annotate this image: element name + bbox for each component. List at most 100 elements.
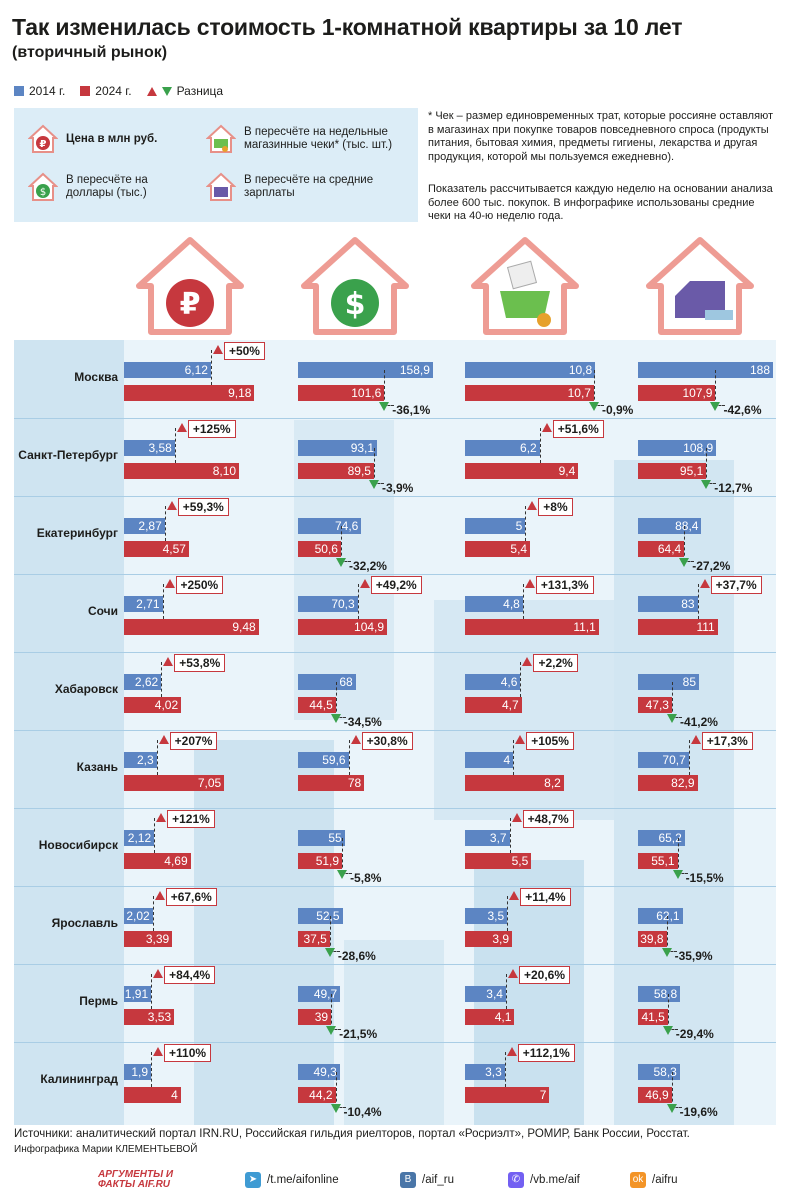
diff-down-icon xyxy=(666,1104,677,1113)
social-ok[interactable]: ok /aifru xyxy=(630,1172,678,1188)
social-viber[interactable]: ✆ /vb.me/aif xyxy=(508,1172,580,1188)
diff-down-icon xyxy=(666,714,677,723)
column-icon-dollar: $ xyxy=(301,237,409,335)
metric-cheque: В пересчёте на недельные магазинные чеки… xyxy=(206,124,416,154)
bar-2014 xyxy=(638,908,683,924)
diff-label: -0,9% xyxy=(601,403,634,417)
bar-2024 xyxy=(638,853,678,869)
bar-2024 xyxy=(465,775,564,791)
diff-up-icon xyxy=(166,501,177,510)
bar-2014-value: 3,4 xyxy=(486,987,503,1001)
diff-label: +84,4% xyxy=(164,966,216,984)
diff-up-icon xyxy=(527,501,538,510)
house-basket-icon xyxy=(206,124,236,153)
footnote-cheque: * Чек – размер единовременных трат, кото… xyxy=(428,110,774,163)
diff-connector-h xyxy=(342,873,353,874)
diff-connector xyxy=(152,896,154,931)
bar-2014-value: 3,58 xyxy=(148,441,172,455)
bar-2014 xyxy=(465,440,540,456)
diff-connector xyxy=(331,994,333,1029)
bar-2014 xyxy=(638,362,773,378)
bar-2014 xyxy=(298,908,343,924)
bar-2014-value: 88,4 xyxy=(675,519,699,533)
diff-label: -32,2% xyxy=(348,559,387,573)
city-label: Ярославль xyxy=(51,916,118,930)
diff-connector xyxy=(539,428,541,463)
bar-2024-value: 44,5 xyxy=(309,698,333,712)
diff-connector-h xyxy=(593,405,604,406)
svg-text:₽: ₽ xyxy=(40,139,47,150)
bar-2014-value: 3,5 xyxy=(487,909,505,923)
bar-2014 xyxy=(638,752,689,768)
diff-connector xyxy=(373,448,375,483)
bar-2024 xyxy=(124,385,255,401)
bar-2024-value: 7 xyxy=(539,1088,547,1102)
bar-2014-value: 55 xyxy=(328,831,342,845)
bar-2024-value: 7,05 xyxy=(197,776,222,790)
diff-up-icon xyxy=(515,735,526,744)
diff-connector xyxy=(505,974,507,1009)
bar-2024-value: 55,1 xyxy=(651,854,675,868)
bar-2014 xyxy=(638,596,698,612)
bar-2024 xyxy=(465,385,594,401)
bar-2024 xyxy=(124,1087,181,1103)
page-title: Так изменилась стоимость 1-комнатной ква… xyxy=(12,14,683,40)
bar-2024 xyxy=(638,697,672,713)
bar-2014 xyxy=(465,518,526,534)
bar-2024 xyxy=(298,619,388,635)
bar-2014-value: 158,9 xyxy=(399,363,430,377)
bar-2024-value: 50,6 xyxy=(314,542,338,556)
bar-2024 xyxy=(465,697,522,713)
city-label: Пермь xyxy=(79,994,118,1008)
bar-2014-value: 1,91 xyxy=(124,987,149,1001)
bar-2024-value: 101,6 xyxy=(351,386,382,400)
bar-2014-value: 70,3 xyxy=(331,597,355,611)
bar-2024 xyxy=(638,463,707,479)
diff-up-icon xyxy=(541,423,552,432)
bar-2024 xyxy=(465,541,531,557)
bar-2014 xyxy=(124,1064,151,1080)
bar-2014-value: 83 xyxy=(681,597,695,611)
diff-connector-h xyxy=(671,717,682,718)
bar-2024 xyxy=(124,619,259,635)
bar-2014 xyxy=(465,830,510,846)
bar-2014-value: 1,9 xyxy=(131,1065,148,1079)
diff-down-icon xyxy=(324,948,335,957)
diff-up-icon xyxy=(350,735,361,744)
bar-2014 xyxy=(638,1064,680,1080)
social-vk[interactable]: В /aif_ru xyxy=(400,1172,454,1188)
credit-text: Инфографика Марии КЛЕМЕНТЬЕВОЙ xyxy=(14,1144,198,1155)
bar-2024 xyxy=(638,931,667,947)
diff-label: -28,6% xyxy=(337,949,376,963)
diff-label: +121% xyxy=(167,810,215,828)
diff-down-icon xyxy=(679,558,690,567)
bar-2024-value: 111 xyxy=(696,620,715,634)
diff-connector xyxy=(335,682,337,717)
city-label: Санкт-Петербург xyxy=(18,448,118,462)
diff-up-icon xyxy=(506,1047,517,1056)
bar-2014-value: 4,6 xyxy=(500,675,518,689)
bar-2024 xyxy=(298,1087,336,1103)
aif-logo: АРГУМЕНТЫ И ФАКТЫ AIF.RU xyxy=(98,1169,174,1190)
bar-2024 xyxy=(638,619,718,635)
bar-2024 xyxy=(298,697,336,713)
bar-2014 xyxy=(298,596,358,612)
bar-2014 xyxy=(638,830,685,846)
legend-2024-swatch xyxy=(80,86,91,96)
bar-2024-value: 89,5 xyxy=(347,464,371,478)
diff-label: +67,6% xyxy=(165,888,217,906)
bar-2014 xyxy=(124,440,175,456)
diff-connector-h xyxy=(329,951,340,952)
diff-down-icon xyxy=(337,870,348,879)
bar-2014-value: 49,7 xyxy=(313,987,338,1001)
bar-2014 xyxy=(638,518,702,534)
diff-label: +125% xyxy=(187,420,236,438)
bar-2024 xyxy=(465,1009,515,1025)
diff-connector xyxy=(671,682,673,717)
social-telegram[interactable]: ➤ /t.me/aifonline xyxy=(245,1172,339,1188)
bar-2014-value: 93,1 xyxy=(350,441,375,455)
bar-2014-value: 2,71 xyxy=(136,597,160,611)
diff-up-icon xyxy=(511,813,522,822)
bar-2014 xyxy=(298,1064,340,1080)
bar-2024 xyxy=(638,385,716,401)
